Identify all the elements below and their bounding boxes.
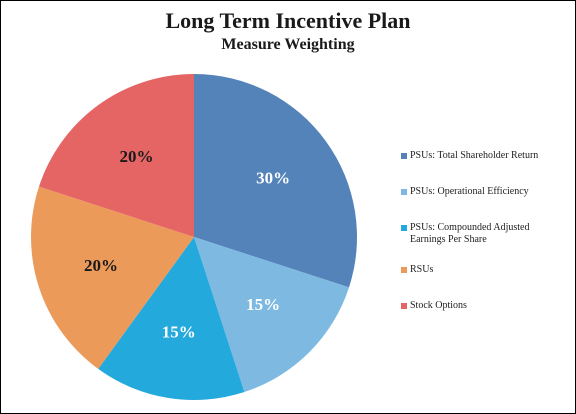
pie-value-label-1: 15%: [246, 295, 280, 314]
legend-swatch-stock-options: [401, 303, 407, 309]
legend-item-stock-options: Stock Options: [401, 300, 571, 312]
legend-item-rsus: RSUs: [401, 264, 571, 276]
legend-label-tsr: PSUs: Total Shareholder Return: [410, 150, 539, 161]
legend-label-eps-line1: PSUs: Compounded Adjusted: [410, 222, 530, 233]
legend-swatch-tsr: [401, 153, 407, 159]
pie-value-label-4: 20%: [120, 147, 154, 166]
pie-value-label-2: 15%: [162, 323, 196, 342]
legend-swatch-rsus: [401, 267, 407, 273]
legend-label-rsus: RSUs: [410, 264, 434, 275]
pie-slice-3: [31, 186, 195, 369]
pie-slices: [31, 74, 358, 400]
legend-label-operational-efficiency: PSUs: Operational Efficiency: [410, 186, 529, 197]
legend-label-stock-options: Stock Options: [410, 300, 467, 311]
legend-label-eps-line2: Earnings Per Share: [410, 234, 487, 245]
legend-item-operational-efficiency: PSUs: Operational Efficiency: [401, 186, 571, 198]
chart-subtitle: Measure Weighting: [221, 36, 355, 53]
pie-slice-1: [194, 237, 350, 393]
pie-value-label-0: 30%: [256, 168, 290, 187]
pie-slice-4: [38, 74, 195, 237]
chart-title: Long Term Incentive Plan: [165, 8, 411, 33]
legend-item-tsr: PSUs: Total Shareholder Return: [401, 150, 571, 162]
pie-slice-2: [98, 237, 245, 400]
pie-value-label-3: 20%: [84, 256, 118, 275]
pie-slice-0: [194, 74, 358, 288]
legend-swatch-eps: [401, 225, 407, 231]
chart-legend: PSUs: Total Shareholder Return PSUs: Ope…: [401, 150, 571, 336]
legend-item-eps: PSUs: Compounded Adjusted Earnings Per S…: [401, 222, 571, 246]
legend-swatch-operational-efficiency: [401, 189, 407, 195]
pie-value-labels: 30% 15% 15% 20% 20%: [84, 147, 290, 342]
